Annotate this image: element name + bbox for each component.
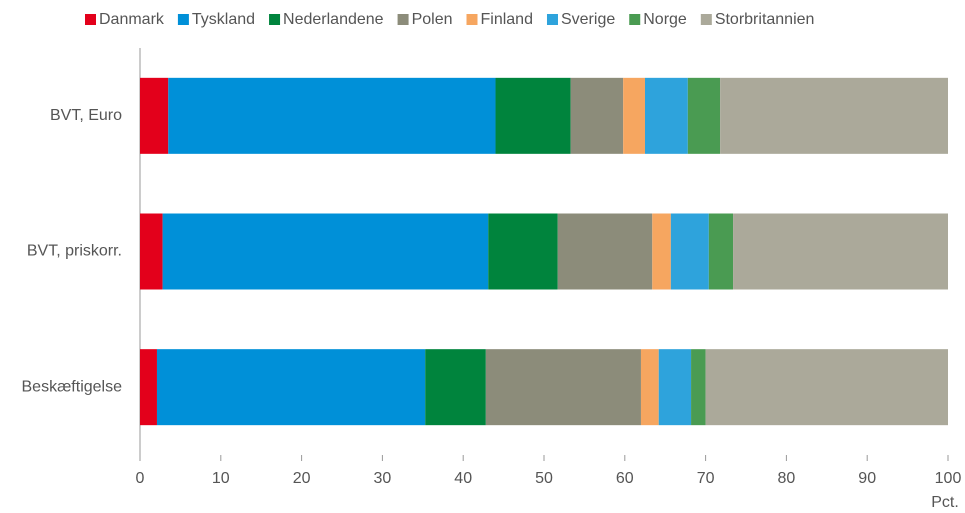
x-tick-label: 20	[293, 470, 311, 487]
bar-segment	[140, 349, 157, 426]
bar-segment	[156, 349, 426, 426]
legend-swatch	[269, 14, 281, 25]
legend-label: Nederlandene	[283, 11, 384, 28]
x-tick-label: 40	[454, 470, 472, 487]
y-tick-label: BVT, Euro	[50, 107, 122, 124]
y-tick-label: Beskæftigelse	[22, 378, 123, 395]
legend-label: Finland	[481, 11, 533, 28]
bar-segment	[733, 213, 948, 290]
legend-label: Sverige	[561, 11, 615, 28]
legend-swatch	[85, 14, 96, 25]
bar-segment	[162, 213, 489, 290]
bar-segment	[488, 213, 558, 290]
legend-swatch	[546, 14, 558, 25]
bar-segment	[670, 213, 709, 290]
x-tick-label: 10	[212, 470, 230, 487]
legend-swatch	[466, 14, 478, 25]
bar-segment	[708, 213, 734, 290]
bar-segment	[691, 349, 706, 426]
bar-segment	[623, 77, 645, 154]
legend-label: Norge	[643, 11, 687, 28]
bar-segment	[557, 213, 653, 290]
legend-swatch	[629, 14, 641, 25]
x-tick-label: 80	[778, 470, 796, 487]
bar-segment	[640, 349, 659, 426]
legend-label: Danmark	[99, 11, 165, 28]
x-tick-label: 70	[697, 470, 715, 487]
bar-segment	[140, 77, 169, 154]
bar-segment	[570, 77, 624, 154]
legend-label: Tyskland	[192, 11, 255, 28]
bar-segment	[645, 77, 688, 154]
bar-segment	[720, 77, 948, 154]
bar-segment	[705, 349, 948, 426]
legend-label: Storbritannien	[715, 11, 815, 28]
x-tick-label: 60	[616, 470, 634, 487]
y-tick-label: BVT, priskorr.	[27, 243, 122, 260]
bar-segment	[652, 213, 671, 290]
legend-label: Polen	[412, 11, 453, 28]
bar-segment	[485, 349, 641, 426]
bar-segment	[687, 77, 721, 154]
legend-swatch	[397, 14, 409, 25]
x-tick-label: 0	[136, 470, 145, 487]
bar-segment	[168, 77, 496, 154]
bar-segment	[140, 213, 163, 290]
bar-segment	[495, 77, 571, 154]
x-tick-label: 100	[935, 470, 962, 487]
x-tick-label: 30	[374, 470, 392, 487]
x-axis-label: Pct.	[931, 494, 959, 511]
bar-segment	[658, 349, 692, 426]
x-tick-label: 90	[858, 470, 876, 487]
x-tick-label: 50	[535, 470, 553, 487]
legend-swatch	[177, 14, 189, 25]
legend-swatch	[700, 14, 712, 25]
bar-segment	[425, 349, 486, 426]
